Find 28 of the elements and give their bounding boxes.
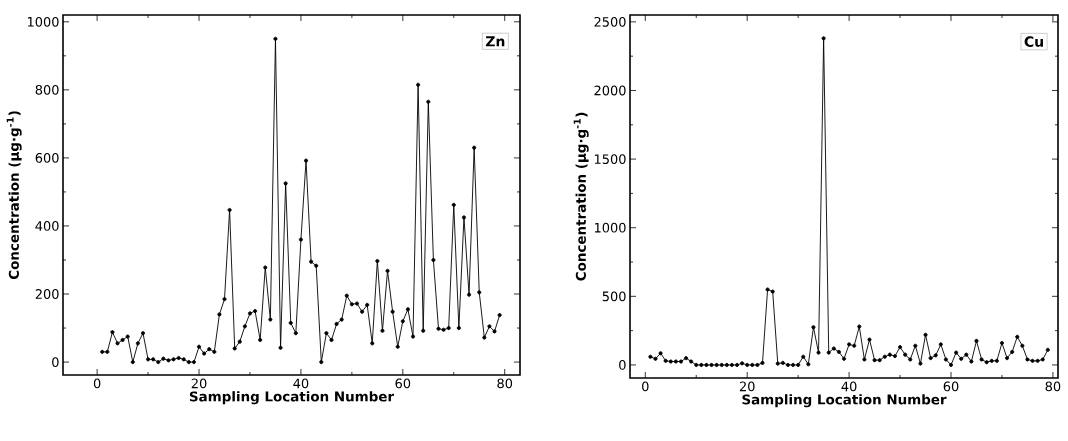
y-axis-title: Concentration (μg·g$^{-1}$) [6, 111, 22, 280]
x-tick-label: 40 [841, 381, 857, 392]
annotation: Zn [485, 36, 505, 47]
x-tick-label: 60 [943, 381, 959, 392]
y-tick-label: 0 [52, 357, 59, 367]
y-tick-label: 200 [35, 289, 59, 299]
x-tick-label: 20 [191, 378, 207, 389]
x-tick-label: 60 [395, 378, 411, 389]
y-tick-label: 2500 [594, 16, 626, 27]
x-tick-label: 40 [293, 378, 309, 389]
y-tick-label: 1500 [594, 154, 626, 164]
x-tick-label: 80 [1045, 381, 1061, 392]
x-tick-label: 0 [93, 378, 101, 389]
y-tick-label: 2000 [594, 85, 626, 96]
y-tick-label: 600 [35, 153, 59, 163]
y-tick-label: 400 [35, 221, 59, 231]
x-tick-label: 0 [642, 381, 649, 392]
x-axis-title: Sampling Location Number [742, 394, 947, 408]
x-axis-title: Sampling Location Number [189, 391, 395, 405]
y-tick-label: 800 [35, 84, 59, 95]
y-tick-label: 500 [602, 291, 626, 302]
y-tick-label: 0 [619, 360, 626, 370]
x-tick-label: 80 [497, 378, 513, 389]
y-tick-label: 1000 [27, 16, 59, 27]
y-axis-title: Concentration (μg·g$^{-1}$) [573, 112, 589, 281]
annotation: Cu [1024, 36, 1043, 47]
x-tick-label: 20 [739, 381, 755, 392]
y-tick-label: 1000 [594, 222, 626, 233]
